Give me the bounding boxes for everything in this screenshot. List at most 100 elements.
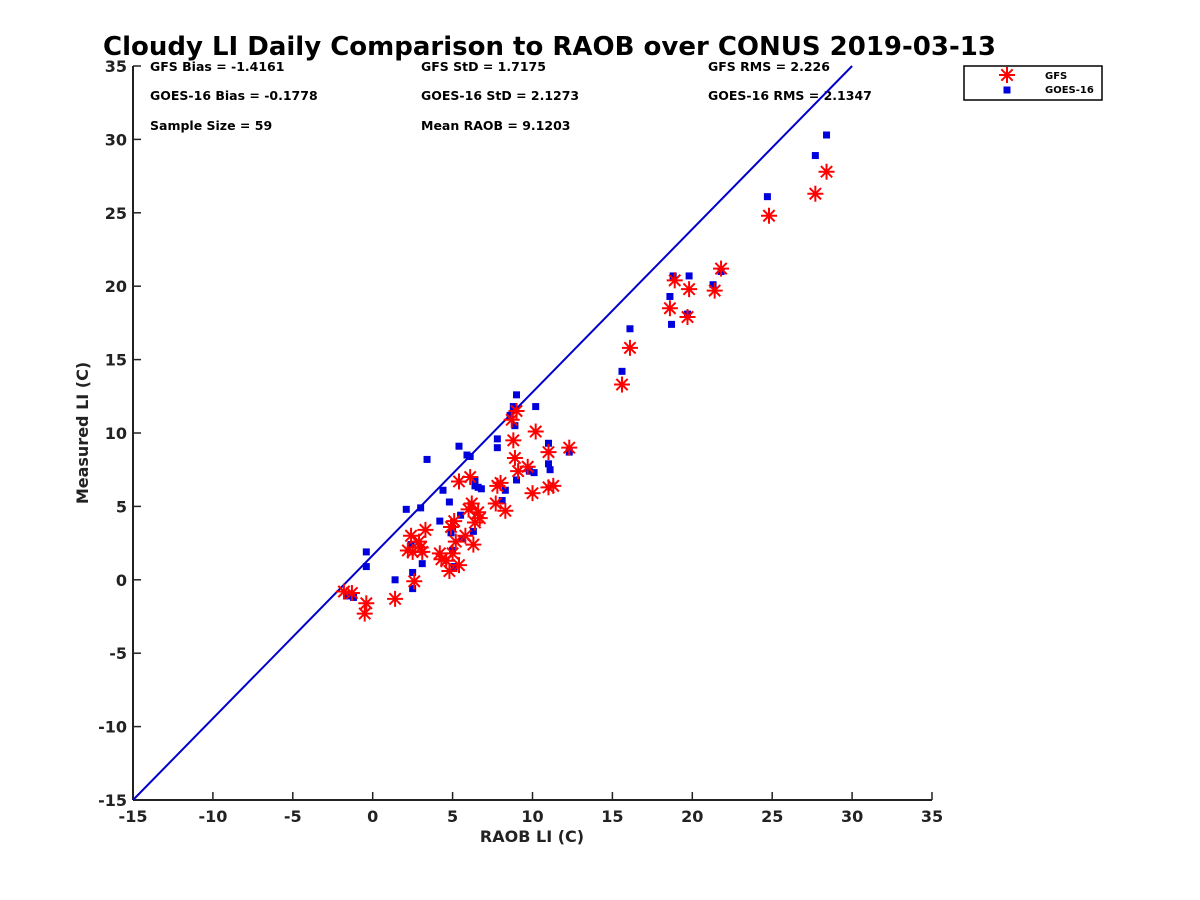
goes-16-point: [823, 131, 831, 139]
goes-16-point: [493, 435, 501, 443]
x-tick-label: -5: [284, 807, 302, 826]
y-tick-label: -5: [109, 644, 127, 663]
goes-16-point: [544, 439, 552, 447]
goes-16-point: [666, 292, 674, 300]
goes-16-point: [391, 576, 399, 584]
legend: GFS GOES-16: [963, 65, 1103, 101]
goes-16-point: [493, 444, 501, 452]
x-tick-label: 5: [447, 807, 458, 826]
legend-box: [963, 65, 1103, 101]
goes-16-point: [626, 325, 634, 333]
goes-16-point: [402, 505, 410, 513]
y-tick-label: 0: [116, 571, 127, 590]
goes-16-point: [471, 476, 479, 484]
goes-16-point: [546, 466, 554, 474]
goes-16-point: [362, 563, 370, 571]
stat-gfs-rms: GFS RMS = 2.226: [708, 59, 830, 74]
gfs-point: [506, 449, 523, 466]
x-axis-ticks: -15 -10 -5 0 5 10 15 20 25 30 35: [119, 792, 943, 826]
x-tick-label: 0: [367, 807, 378, 826]
legend-goes-label: GOES-16: [1045, 85, 1094, 96]
goes-16-point: [513, 391, 521, 399]
gfs-point: [561, 439, 578, 456]
goes-16-point: [407, 541, 415, 549]
stat-sample-size: Sample Size = 59: [150, 118, 272, 133]
stat-gfs-std: GFS StD = 1.7175: [421, 59, 546, 74]
gfs-point: [681, 281, 698, 298]
gfs-point: [679, 309, 696, 326]
gfs-point: [358, 595, 375, 612]
gfs-point: [471, 510, 488, 527]
plot-area: -15 -10 -5 0 5 10 15 20 25 30 35 -15 -10 -5 0 5 10 15 20 2…: [98, 57, 943, 826]
gfs-point: [462, 469, 479, 486]
x-axis-label: RAOB LI (C): [480, 827, 584, 846]
legend-gfs-symbol: [999, 67, 1015, 83]
stat-goes-rms: GOES-16 RMS = 2.1347: [708, 88, 872, 103]
legend-goes-symbol: [1003, 86, 1011, 94]
gfs-point: [446, 513, 463, 530]
gfs-point: [807, 185, 824, 202]
goes-16-point: [709, 281, 717, 289]
goes-16-point: [455, 442, 463, 450]
reference-line: [132, 65, 853, 801]
gfs-point: [713, 260, 730, 277]
gfs-point: [487, 495, 504, 512]
gfs-point: [666, 272, 683, 289]
gfs-point: [447, 533, 464, 550]
gfs-point: [761, 207, 778, 224]
y-tick-label: -15: [98, 791, 127, 810]
goes-16-point: [685, 272, 693, 280]
goes-16-point: [409, 585, 417, 593]
goes-16-point: [409, 568, 417, 576]
goes-16-point: [477, 485, 485, 493]
gfs-point: [613, 376, 630, 393]
y-tick-label: 30: [105, 130, 127, 149]
gfs-point: [527, 423, 544, 440]
gfs-point: [524, 485, 541, 502]
gfs-point: [441, 562, 458, 579]
gfs-point: [519, 458, 536, 475]
goes-16-point: [466, 452, 474, 460]
goes-16-point: [362, 548, 370, 556]
data-series: [335, 131, 835, 622]
x-tick-label: 30: [841, 807, 863, 826]
goes-16-point: [445, 498, 453, 506]
gfs-point: [497, 502, 514, 519]
goes-16-point: [469, 527, 477, 535]
x-tick-label: 20: [681, 807, 703, 826]
goes-16-point: [763, 193, 771, 201]
x-tick-label: -15: [119, 807, 148, 826]
y-tick-label: 15: [105, 351, 127, 370]
goes-16-point: [530, 469, 538, 477]
gfs-point: [545, 477, 562, 494]
y-tick-label: 20: [105, 277, 127, 296]
y-tick-label: 10: [105, 424, 127, 443]
y-tick-label: 5: [116, 497, 127, 516]
gfs-point: [465, 536, 482, 553]
goes-16-point: [511, 422, 519, 430]
stat-mean-raob: Mean RAOB = 9.1203: [421, 118, 570, 133]
gfs-point: [540, 444, 557, 461]
gfs-point: [406, 573, 423, 590]
stat-gfs-bias: GFS Bias = -1.4161: [150, 59, 284, 74]
gfs-point: [387, 590, 404, 607]
goes-16-point: [439, 486, 447, 494]
x-tick-label: 25: [761, 807, 783, 826]
gfs-point: [818, 163, 835, 180]
y-tick-label: 35: [105, 57, 127, 76]
goes-16-point: [544, 460, 552, 468]
goes-16-point: [417, 504, 425, 512]
goes-16-point: [506, 411, 514, 419]
gfs-point: [343, 585, 360, 602]
goes-16-point: [811, 152, 819, 160]
y-axis-label: Measured LI (C): [73, 362, 92, 504]
gfs-point: [356, 605, 373, 622]
goes-16-point: [350, 593, 358, 601]
y-tick-label: 25: [105, 204, 127, 223]
stat-goes-std: GOES-16 StD = 2.1273: [421, 88, 579, 103]
stat-goes-bias: GOES-16 Bias = -0.1778: [150, 88, 318, 103]
gfs-point: [492, 474, 509, 491]
gfs-point: [463, 495, 480, 512]
goes-16-point: [498, 497, 506, 505]
stats-block: GFS Bias = -1.4161 GFS StD = 1.7175 GFS …: [150, 59, 872, 133]
